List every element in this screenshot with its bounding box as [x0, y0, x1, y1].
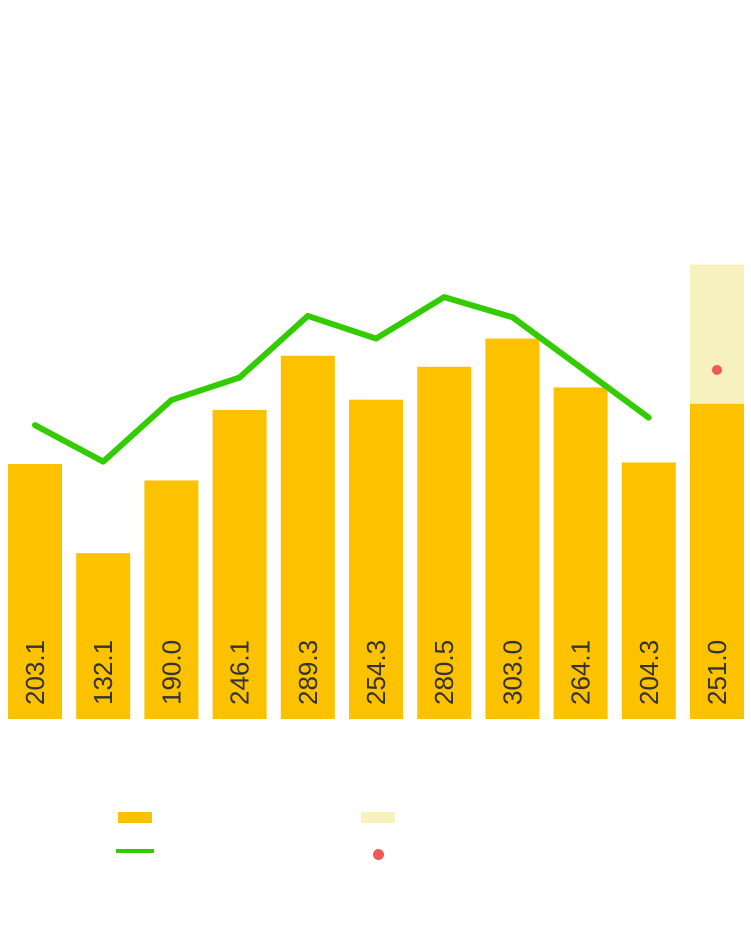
- legend-item-bar-series[interactable]: [118, 812, 160, 823]
- bar-value-label: 264.1: [566, 640, 596, 705]
- bar-column: [144, 480, 199, 719]
- bar-value-label: 190.0: [156, 640, 186, 705]
- bar-value-label: 132.1: [88, 640, 118, 705]
- legend-item-line-series[interactable]: [116, 849, 162, 853]
- legend-swatch-background-bar-series: [361, 812, 395, 823]
- bar-value-label: 254.3: [361, 640, 391, 705]
- bar-column: [8, 463, 62, 719]
- bar-column: [76, 553, 131, 719]
- bar-column: [417, 366, 472, 719]
- bar-value-label: 289.3: [293, 640, 323, 705]
- bar-value-label: 251.0: [702, 640, 732, 705]
- bar-column: [212, 409, 267, 719]
- bar-column: [553, 387, 608, 719]
- bar-value-label: 204.3: [634, 640, 664, 705]
- legend-item-point-series[interactable]: [373, 849, 392, 860]
- line-series-path: [32, 294, 652, 465]
- bar-value-label: 303.0: [497, 640, 527, 705]
- legend-item-background-bar-series[interactable]: [361, 812, 403, 823]
- bar-value-label: 246.1: [225, 640, 255, 705]
- legend-swatch-point-series: [373, 849, 384, 860]
- legend-swatch-line-series: [116, 849, 154, 853]
- bar-column: [280, 355, 335, 719]
- bar-value-label: 203.1: [20, 640, 50, 705]
- bar-column: [349, 399, 403, 719]
- legend-swatch-bar-series: [118, 812, 152, 823]
- bar-value-label: 280.5: [429, 640, 459, 705]
- scatter-point: [712, 364, 722, 375]
- bar-column: [485, 338, 540, 719]
- bar-column: [621, 462, 676, 719]
- bar-column: [690, 403, 744, 719]
